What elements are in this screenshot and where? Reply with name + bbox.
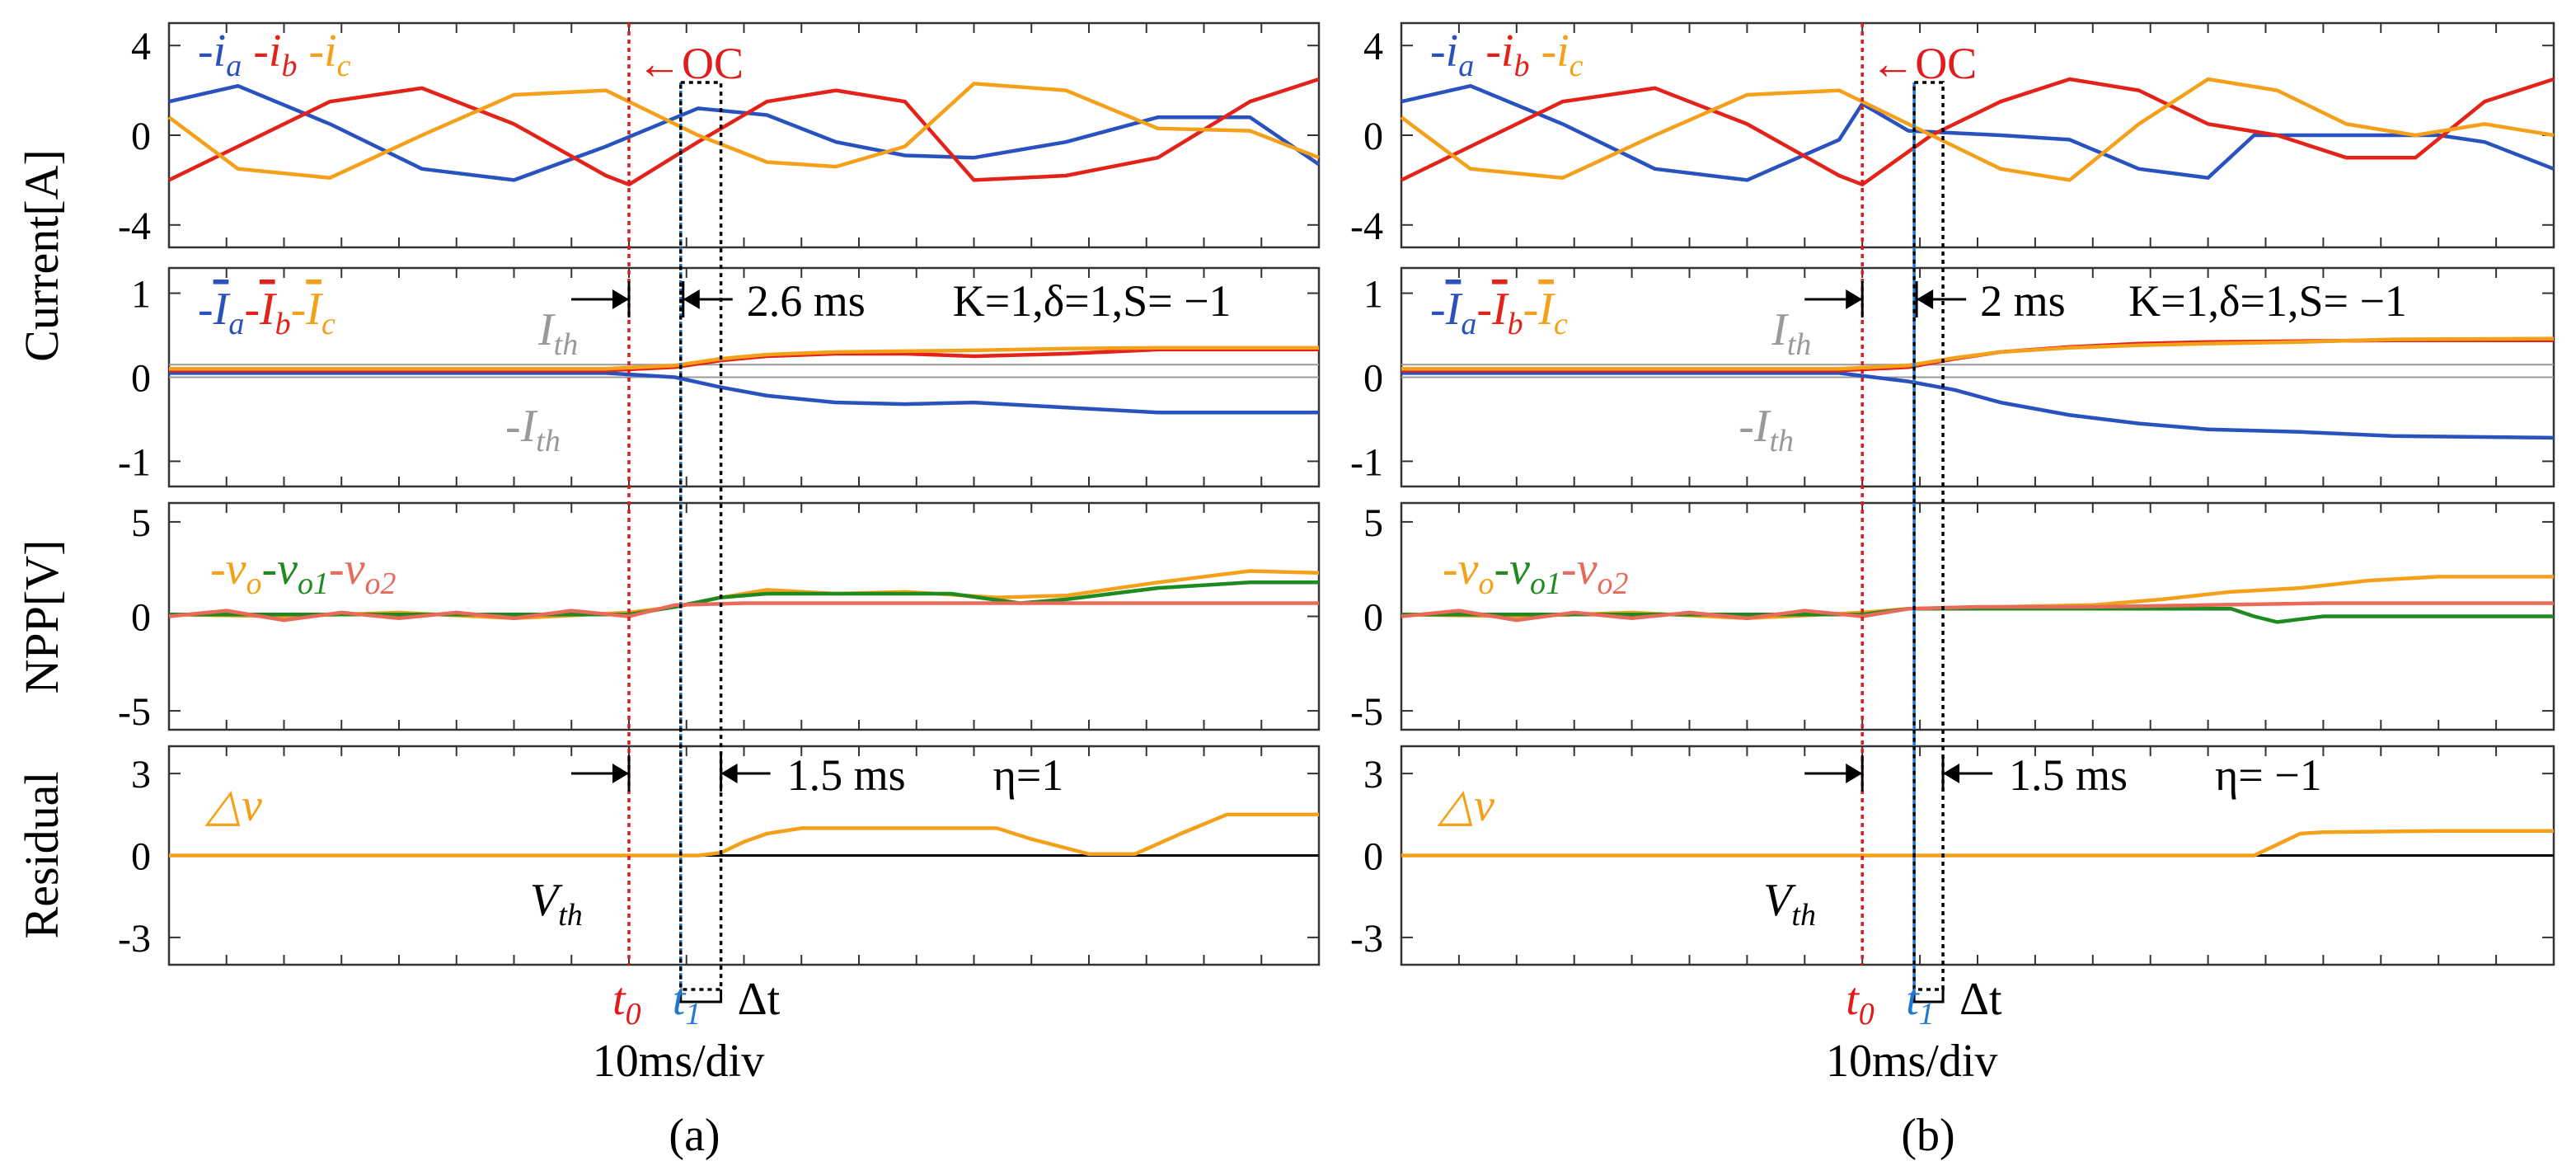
- panel-a-neg-ith-label: -Ith: [505, 401, 561, 458]
- panel-b-residual-time: 1.5 ms: [2009, 750, 2128, 800]
- panel-a-ytick-label: -4: [118, 204, 151, 248]
- panel-b-t0-label: t0: [1846, 974, 1875, 1032]
- panel-b-residual-arrow-right-head: [1943, 764, 1960, 783]
- panel-a-ytick-label: -5: [118, 690, 151, 734]
- panel-b-series-c: [1401, 336, 2555, 371]
- panel-a-series-ib: [168, 77, 1320, 187]
- panel-b-ytick-label: -3: [1350, 917, 1383, 961]
- panel-b-kds-label: K=1,δ=1,S= −1: [2128, 276, 2407, 326]
- panel-b-dt-box: [1912, 81, 1945, 991]
- panel-a-timebase: 10ms/div: [593, 1036, 764, 1087]
- panel-b-ytick-label: 0: [1363, 596, 1383, 640]
- panel-b-vth-label: Vth: [1763, 875, 1816, 933]
- panel-b-timebase: 10ms/div: [1826, 1036, 1997, 1087]
- panel-a-detect-arrow-right-head: [683, 289, 700, 309]
- panel-a-ytick-label: 0: [131, 596, 151, 640]
- panel-a-residual-arrow-left-head: [612, 764, 629, 783]
- panel-a-kds-label: K=1,δ=1,S= −1: [953, 276, 1232, 326]
- panel-a-ytick-label: -1: [118, 440, 151, 484]
- panel-b-legend-npp: -vo-vo1-vo2: [1443, 543, 1629, 601]
- panel-b-t1-label: t1: [1906, 974, 1935, 1032]
- panel-b-ytick-label: -5: [1350, 690, 1383, 734]
- panel-a-t0-label: t0: [612, 974, 641, 1032]
- panel-a-series-ia: [168, 83, 1321, 182]
- panel-b-dt-brace: [1912, 989, 1945, 1003]
- panel-b-legend-currents: -ia -ib -ic: [1430, 26, 1584, 83]
- panel-a-dt-box: [679, 81, 723, 991]
- npp-axis-label: NPP[V]: [15, 540, 68, 694]
- panel-b-series-ib: [1401, 77, 2555, 187]
- panel-b-oc-label: ←OC: [1870, 39, 1977, 88]
- panel-a-ytick-label: 1: [131, 273, 151, 317]
- panel-a-dt-label: Δt: [738, 974, 781, 1025]
- panel-a-t1-label: t1: [673, 974, 701, 1032]
- panel-a-ytick-label: 3: [131, 753, 151, 797]
- panel-b-ytick-label: 1: [1363, 273, 1383, 317]
- panel-a-legend-currents: -ia -ib -ic: [198, 26, 351, 83]
- panel-a-ytick-label: 0: [131, 115, 151, 158]
- panel-a-legend-npp: -vo-vo1-vo2: [210, 543, 396, 601]
- panel-b-legend-residual: △v: [1437, 780, 1494, 831]
- panel-b-caption: (b): [1901, 1110, 1954, 1161]
- panel-b-ytick-label: 3: [1363, 753, 1383, 797]
- current-axis-label: Current[A]: [15, 149, 68, 362]
- panel-a-series-ic: [167, 82, 1320, 180]
- panel-b-detect-arrow-left-head: [1846, 289, 1863, 309]
- panel-a-ytick-label: 4: [131, 25, 151, 68]
- panel-b-residual-arrow-left-head: [1846, 764, 1863, 783]
- panel-b-legend-avg-currents: -Ia-Ib-Ic: [1430, 284, 1568, 341]
- panel-a-ith-label: Ith: [537, 304, 578, 362]
- residual-axis-label: Residual: [15, 772, 68, 939]
- panel-a-series-a: [169, 371, 1319, 415]
- panel-a-ytick-label: 0: [131, 835, 151, 879]
- panel-b-eta-label: η= −1: [2215, 750, 2322, 800]
- panel-a-legend-avg-currents: -Ia-Ib-Ic: [198, 284, 335, 341]
- panel-b-series-ia: [1401, 83, 2555, 182]
- panel-a-frame-0: [167, 21, 1321, 249]
- panel-b-neg-ith-label: -Ith: [1738, 401, 1794, 458]
- panel-a-detect-arrow-left-head: [612, 289, 629, 309]
- panel-b-series-v: [1401, 829, 2554, 858]
- panel-a-residual-time: 1.5 ms: [787, 750, 906, 800]
- panel-a-ytick-label: -3: [118, 917, 151, 961]
- panel-b-ytick-label: -4: [1350, 204, 1383, 248]
- panel-a-legend-residual: △v: [204, 780, 262, 831]
- panel-a-vth-label: Vth: [530, 875, 583, 933]
- panel-a-ytick-label: 5: [131, 501, 151, 545]
- panel-b-series-ic: [1400, 77, 2555, 182]
- panel-a-caption: (a): [669, 1110, 720, 1161]
- panel-b-ytick-label: 0: [1363, 357, 1383, 401]
- panel-b-ytick-label: -1: [1350, 440, 1383, 484]
- panel-a-ytick-label: 0: [131, 357, 151, 401]
- panel-b-series-vo2: [1401, 601, 2554, 623]
- panel-a-series-c: [169, 345, 1319, 371]
- panel-a-series-vo2: [168, 601, 1319, 623]
- panel-b-dt-label: Δt: [1959, 974, 2002, 1025]
- panel-a-dt-brace: [679, 989, 723, 1003]
- panel-b-detect-arrow-right-head: [1917, 289, 1934, 309]
- panel-a-oc-label: ←OC: [637, 39, 744, 88]
- panel-b-ytick-label: 0: [1363, 835, 1383, 879]
- panel-a-detect-time: 2.6 ms: [747, 276, 866, 326]
- panel-b-detect-time: 2 ms: [1980, 276, 2066, 326]
- panel-b-ytick-label: 5: [1363, 501, 1383, 545]
- panel-a-series-v: [169, 812, 1319, 858]
- panel-a-eta-label: η=1: [993, 750, 1064, 800]
- panel-a-residual-arrow-right-head: [720, 764, 738, 783]
- panel-a-frame-2: [167, 501, 1321, 731]
- panel-b-ytick-label: 0: [1363, 115, 1383, 158]
- panel-b-ytick-label: 4: [1363, 25, 1383, 68]
- panel-b-ith-label: Ith: [1771, 304, 1811, 362]
- panel-b-series-a: [1401, 371, 2555, 440]
